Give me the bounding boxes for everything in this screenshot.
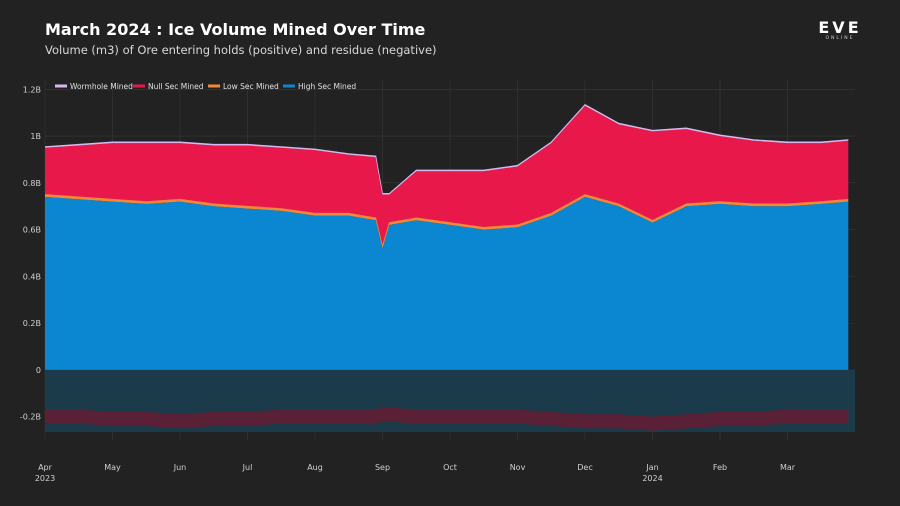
- eve-online-logo: EVE ONLINE: [812, 20, 868, 42]
- y-tick-label: -0.2B: [20, 413, 41, 422]
- x-tick-label: Oct: [443, 463, 457, 472]
- chart-title: March 2024 : Ice Volume Mined Over Time: [45, 20, 426, 39]
- legend-item-label[interactable]: Null Sec Mined: [148, 82, 204, 91]
- low-sec-series-area: [45, 194, 849, 249]
- x-year-label: 2024: [642, 474, 662, 483]
- x-tick-label: Feb: [713, 463, 727, 472]
- logo-sub-text: ONLINE: [825, 36, 855, 41]
- x-tick-label: May: [104, 463, 121, 472]
- legend[interactable]: Wormhole Mined Null Sec Mined Low Sec Mine…: [55, 82, 356, 91]
- area-layer: [44, 103, 855, 432]
- x-tick-label: Sep: [375, 463, 390, 472]
- x-tick-label: Mar: [780, 463, 796, 472]
- x-tick-label: Aug: [307, 463, 323, 472]
- x-tick-label: Jun: [173, 463, 187, 472]
- x-tick-label: Apr: [38, 463, 53, 472]
- logo-main-text: EVE: [818, 18, 862, 37]
- low-sec-series-line: [44, 194, 849, 248]
- y-tick-label: 1.2B: [23, 85, 41, 94]
- legend-item-label[interactable]: Low Sec Mined: [223, 82, 279, 91]
- axis-layer: 1.2B 1B 0.8B 0.6B 0.4B 0.2B 0 -0.2B Apr 2023 May Ju…: [20, 85, 796, 483]
- y-tick-label: 0.6B: [23, 226, 41, 235]
- x-tick-label: Dec: [577, 463, 592, 472]
- null-sec-series-area: [45, 105, 849, 246]
- y-tick-label: 0: [36, 366, 41, 375]
- x-year-label: 2023: [35, 474, 55, 483]
- y-tick-label: 0.4B: [23, 272, 41, 281]
- wormhole-series-line: [44, 103, 849, 194]
- legend-item-label[interactable]: High Sec Mined: [298, 82, 356, 91]
- x-tick-label: Nov: [510, 463, 526, 472]
- high-sec-series-area: [45, 196, 849, 370]
- x-tick-label: Jan: [645, 463, 658, 472]
- x-tick-label: Jul: [242, 463, 253, 472]
- residue-series-area: [45, 407, 849, 431]
- y-tick-label: 1B: [30, 132, 41, 141]
- chart-subtitle: Volume (m3) of Ore entering holds (posit…: [45, 43, 437, 57]
- legend-item-label[interactable]: Wormhole Mined: [70, 82, 133, 91]
- y-tick-label: 0.2B: [23, 319, 41, 328]
- y-tick-label: 0.8B: [23, 179, 41, 188]
